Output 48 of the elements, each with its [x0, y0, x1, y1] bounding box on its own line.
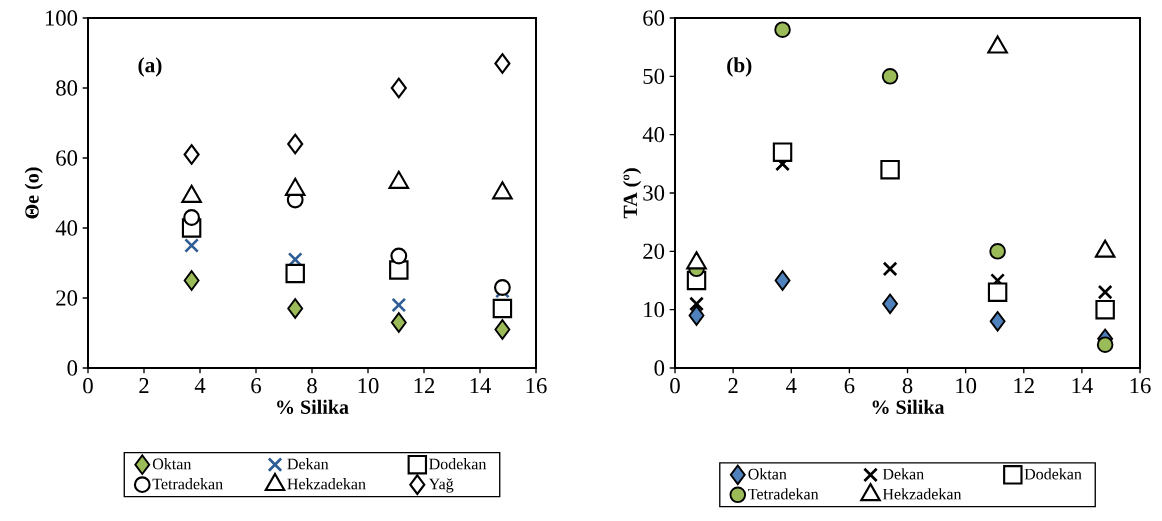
x-axis-title: % Silika	[872, 399, 945, 414]
x-tick-label: 0	[670, 378, 680, 394]
x-tick-label: 14	[1072, 378, 1093, 394]
y-tick-label: 20	[56, 290, 78, 306]
y-tick-label: 40	[642, 127, 665, 143]
annotation: (a)	[138, 57, 162, 77]
x-tick-label: 16	[526, 378, 547, 394]
x-tick-label: 12	[1014, 378, 1034, 394]
legend-label: Oktan	[152, 458, 192, 470]
legend-label: Hekzadekan	[882, 488, 962, 500]
x-tick-label: 14	[470, 378, 491, 394]
x-tick-label: 4	[194, 378, 206, 393]
annotation: (b)	[727, 57, 752, 77]
legend-label: Dekan	[287, 458, 329, 470]
y-tick-label: 80	[56, 80, 78, 96]
legend-label: Oktan	[748, 468, 787, 480]
y-tick-label: 40	[55, 220, 78, 236]
x-tick-label: 8	[902, 378, 913, 394]
legend-label: Dekan	[882, 468, 924, 480]
x-tick-label: 2	[728, 378, 738, 394]
y-tick-label: 30	[643, 185, 665, 201]
legend-label: Hekzadekan	[287, 478, 366, 490]
x-tick-label: 16	[1130, 378, 1151, 394]
x-tick-label: 4	[786, 378, 797, 393]
y-tick-label: 0	[654, 360, 665, 376]
y-tick-label: 50	[643, 68, 665, 84]
x-tick-label: 0	[83, 378, 93, 394]
x-tick-label: 6	[251, 378, 261, 394]
legend-label: Dodekan	[429, 458, 487, 470]
y-axis-title: TA (º)	[623, 168, 642, 219]
legend-label: Tetradekan	[748, 488, 819, 500]
legend-label: Tetradekan	[152, 478, 223, 490]
x-tick-label: 10	[358, 378, 379, 394]
x-tick-label: 12	[414, 378, 435, 394]
y-axis-title: Θe (o)	[24, 167, 43, 219]
y-tick-label: 0	[67, 360, 78, 376]
x-tick-label: 10	[956, 378, 977, 394]
y-tick-label: 100	[45, 10, 78, 26]
legend-label: Dodekan	[1024, 468, 1082, 480]
legend-label: Yağ	[428, 478, 454, 493]
y-tick-label: 10	[644, 302, 665, 318]
y-tick-label: 60	[643, 10, 665, 26]
y-tick-label: 60	[56, 150, 78, 166]
x-tick-label: 8	[307, 378, 317, 394]
x-tick-label: 6	[844, 378, 855, 394]
x-axis-title: % Silika	[277, 399, 349, 414]
y-tick-label: 20	[643, 243, 665, 259]
x-tick-label: 2	[139, 378, 149, 394]
